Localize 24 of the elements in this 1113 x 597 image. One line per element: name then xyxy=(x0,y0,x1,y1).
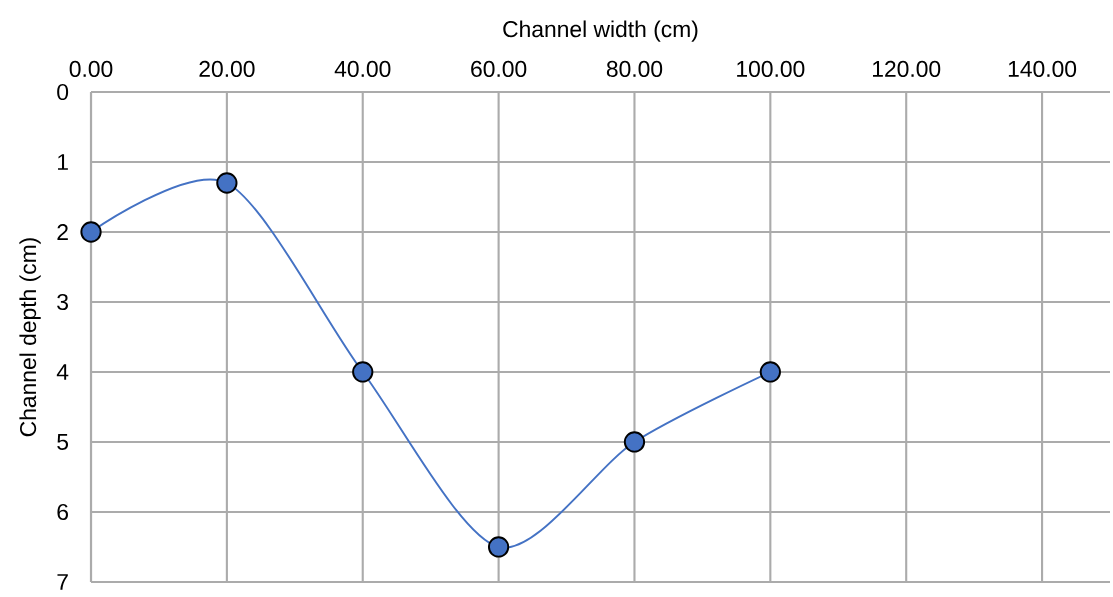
point xyxy=(80,221,102,243)
x-tick-label: 60.00 xyxy=(471,60,527,77)
y-tick-label: 5 xyxy=(57,433,69,450)
y-tick-label: 6 xyxy=(57,503,68,520)
x-axis-title: Channel width (cm) xyxy=(503,20,698,42)
point xyxy=(216,172,238,194)
x-tick-label: 40.00 xyxy=(334,60,391,77)
y-axis-title: Channel depth (cm) xyxy=(19,237,41,436)
x-tick-label: 0.00 xyxy=(69,60,113,77)
y-tick-label: 7 xyxy=(57,573,68,590)
point xyxy=(759,361,781,383)
point xyxy=(352,361,374,383)
point xyxy=(623,431,646,453)
x-tick-label: 120.00 xyxy=(873,60,941,77)
y-tick-label: 0 xyxy=(57,83,69,100)
y-tick-label: 2 xyxy=(57,223,68,240)
y-tick-label: 4 xyxy=(56,363,69,380)
x-tick-label: 140.00 xyxy=(1008,60,1077,77)
y-tick-label: 1 xyxy=(58,153,68,170)
y-tick-label: 3 xyxy=(57,293,68,310)
x-tick-label: 20.00 xyxy=(199,60,255,77)
x-tick-label: 80.00 xyxy=(606,60,663,77)
point xyxy=(487,536,510,558)
x-tick-label: 100.00 xyxy=(737,60,805,77)
